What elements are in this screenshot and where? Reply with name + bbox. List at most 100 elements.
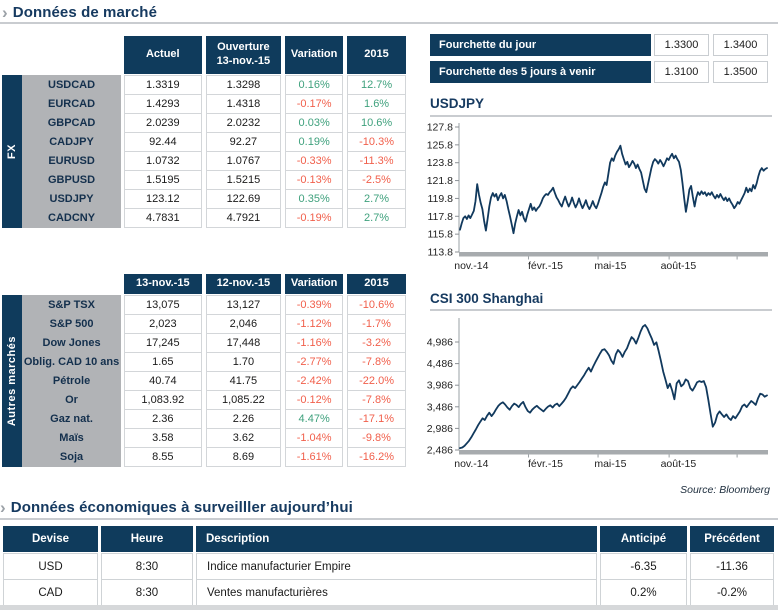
econ-cell: 8:30: [101, 579, 193, 606]
markets-header-cell: Variation: [285, 274, 344, 294]
markets-table-row: Or 1,083.92 1,085.22 -0.12% -7.8%: [22, 390, 406, 410]
econ-table-header: Devise Heure Description Anticipé Précédent: [3, 526, 774, 552]
fx-row-label: USDCAD: [22, 75, 122, 95]
fx-header-line: Ouverture: [217, 41, 270, 54]
econ-section-title: › Données économiques à surveilller aujou…: [0, 498, 353, 518]
markets-header-line: 12-nov.-15: [216, 277, 271, 290]
markets-value-cell: -17.1%: [347, 409, 406, 429]
fx-table-row: GBPUSD 1.5195 1.5215 -0.13% -2.5%: [22, 170, 406, 190]
markets-table-row: Oblig. CAD 10 ans 1.65 1.70 -2.77% -7.8%: [22, 352, 406, 372]
fourchette-high: 1.3400: [713, 34, 768, 56]
fx-side-label: FX: [6, 143, 18, 160]
markets-header-cell: 13-nov.-15: [124, 274, 202, 294]
markets-value-cell: 1,085.22: [205, 390, 282, 410]
markets-header-line: 13-nov.-15: [135, 277, 190, 290]
markets-value-cell: 17,448: [205, 333, 282, 353]
fx-row-label: GBPUSD: [22, 170, 122, 190]
markets-header-line: 2015: [364, 277, 389, 290]
fx-value-cell: 1.5215: [205, 170, 282, 190]
econ-table: Devise Heure Description Anticipé Précédent …: [3, 526, 774, 606]
fx-value-cell: 92.27: [205, 132, 282, 152]
markets-value-cell: 8.69: [205, 447, 282, 467]
markets-table-row: Maïs 3.58 3.62 -1.04% -9.8%: [22, 428, 406, 448]
markets-value-cell: 3.58: [124, 428, 202, 448]
fx-value-cell: -0.19%: [285, 208, 344, 228]
x-tick-label: août-15: [661, 260, 697, 272]
usdjpy-line-chart: 127.8 125.8 123.8 121.8 119.8 117.8 115.8 113.8…: [427, 122, 768, 272]
markets-value-cell: 1.70: [205, 352, 282, 372]
markets-value-cell: -7.8%: [347, 390, 406, 410]
fx-side-band: FX: [2, 75, 22, 228]
y-tick-label: 4,486: [427, 358, 453, 370]
fx-row-label: USDJPY: [22, 189, 122, 209]
fx-value-cell: -11.3%: [347, 151, 406, 171]
y-tick-label: 3,986: [427, 380, 453, 392]
fx-header-cell: 2015: [347, 36, 406, 74]
csi-chart-title: CSI 300 Shanghai: [430, 291, 544, 306]
fx-table-row: USDCAD 1.3319 1.3298 0.16% 12.7%: [22, 75, 406, 95]
fx-table-row: USDJPY 123.12 122.69 0.35% 2.7%: [22, 189, 406, 209]
fx-table-row: EURUSD 1.0732 1.0767 -0.33% -11.3%: [22, 151, 406, 171]
markets-value-cell: -1.61%: [285, 447, 344, 467]
markets-value-cell: -16.2%: [347, 447, 406, 467]
fx-value-cell: 4.7921: [205, 208, 282, 228]
fx-value-cell: 1.0732: [124, 151, 202, 171]
fx-value-cell: 1.3319: [124, 75, 202, 95]
econ-cell: 8:30: [101, 553, 193, 580]
x-tick-label: nov.-14: [454, 458, 488, 470]
fx-value-cell: 123.12: [124, 189, 202, 209]
econ-section-title-text: Données économiques à surveilller aujour…: [10, 499, 353, 516]
fourchette-low: 1.3300: [654, 34, 709, 56]
markets-table-body: S&P TSX 13,075 13,127 -0.39% -10.6% S&P 500 2,…: [22, 295, 406, 467]
markets-row-label: Or: [22, 390, 122, 410]
markets-value-cell: -2.42%: [285, 371, 344, 391]
markets-value-cell: 13,075: [124, 295, 202, 315]
markets-table-header: 13-nov.-15 12-nov.-15 Variation 2015: [121, 274, 406, 294]
usdjpy-chart-divider: [430, 115, 772, 117]
markets-table-row: Dow Jones 17,245 17,448 -1.16% -3.2%: [22, 333, 406, 353]
econ-cell: -11.36: [690, 553, 774, 580]
markets-side-label: Autres marchés: [6, 335, 18, 427]
csi-chart-divider: [430, 309, 772, 311]
y-tick-label: 127.8: [427, 122, 453, 134]
markets-row-label: Soja: [22, 447, 122, 467]
y-tick-label: 123.8: [427, 157, 453, 169]
econ-table-body: USD 8:30 Indice manufacturier Empire -6.35-…: [3, 553, 774, 606]
fourchette-high: 1.3500: [713, 61, 768, 83]
markets-header-cell: 12-nov.-15: [205, 274, 282, 294]
fx-header-cell: Actuel: [124, 36, 202, 74]
econ-divider: [0, 518, 778, 520]
markets-value-cell: 1,083.92: [124, 390, 202, 410]
fx-table: FX Actuel Ouverture 13-nov.-15 Variation 201…: [2, 36, 406, 228]
y-tick-label: 119.8: [428, 193, 454, 205]
section-chevron-icon: ›: [2, 3, 8, 22]
markets-value-cell: -1.12%: [285, 314, 344, 334]
x-tick-label: févr.-15: [528, 458, 563, 470]
markets-header-cell: 2015: [347, 274, 406, 294]
markets-value-cell: -7.8%: [347, 352, 406, 372]
markets-table-row: Soja 8.55 8.69 -1.61% -16.2%: [22, 447, 406, 467]
econ-table-row: USD 8:30 Indice manufacturier Empire -6.35-…: [3, 553, 774, 580]
fx-value-cell: -0.17%: [285, 94, 344, 114]
bottom-bar: [0, 605, 778, 610]
x-axis-bar: [459, 252, 768, 257]
page-title: › Données de marché: [2, 3, 157, 23]
fourchette-label: Fourchette du jour: [430, 34, 651, 56]
fx-value-cell: 2.7%: [347, 189, 406, 209]
x-tick-label: mai-15: [594, 458, 626, 470]
markets-value-cell: 17,245: [124, 333, 202, 353]
markets-table-row: S&P TSX 13,075 13,127 -0.39% -10.6%: [22, 295, 406, 315]
y-tick-label: 117.8: [428, 211, 454, 223]
markets-row-label: S&P 500: [22, 314, 122, 334]
fx-table-row: CADJPY 92.44 92.27 0.19% -10.3%: [22, 132, 406, 152]
fx-value-cell: -0.13%: [285, 170, 344, 190]
x-tick-label: févr.-15: [528, 260, 563, 272]
markets-table-row: Pétrole 40.74 41.75 -2.42% -22.0%: [22, 371, 406, 391]
fx-value-cell: -10.3%: [347, 132, 406, 152]
fx-table-body: USDCAD 1.3319 1.3298 0.16% 12.7% EURCAD 1.4293…: [22, 75, 406, 228]
fx-value-cell: 1.5195: [124, 170, 202, 190]
markets-value-cell: -0.12%: [285, 390, 344, 410]
fx-row-label: CADCNY: [22, 208, 122, 228]
